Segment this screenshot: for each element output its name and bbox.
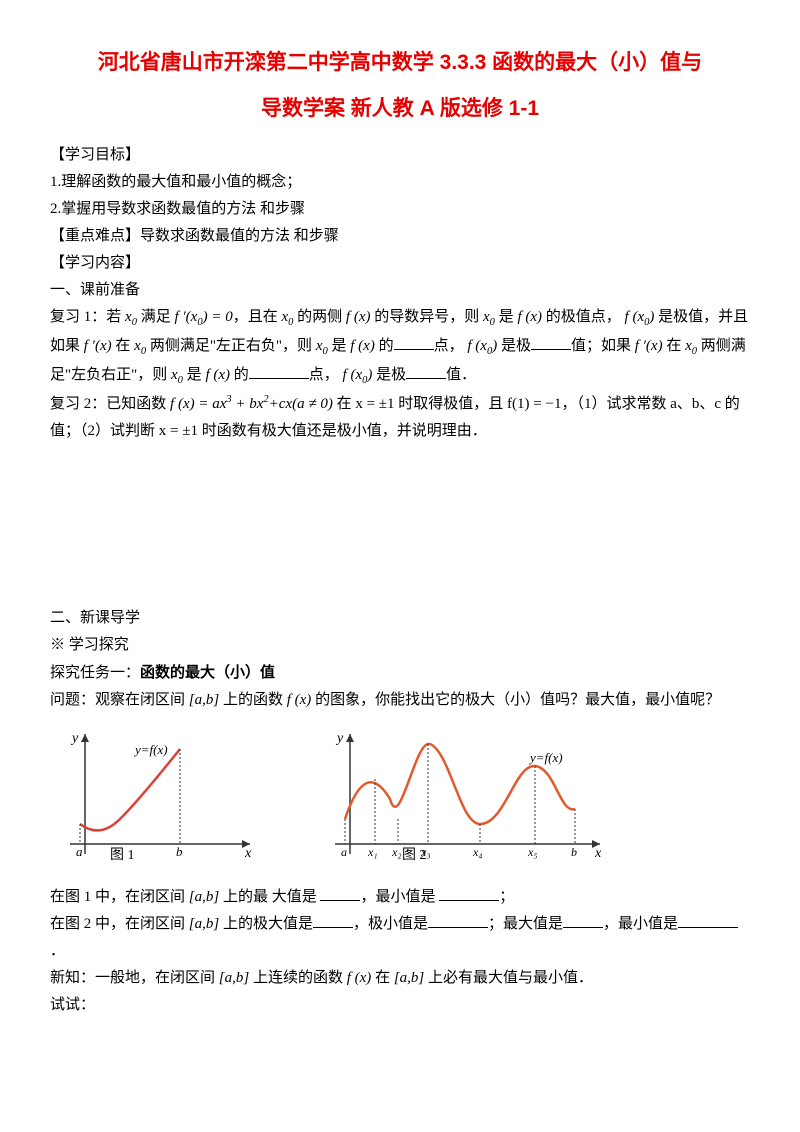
blank: [406, 363, 446, 379]
review2-label: 复习 2：: [50, 396, 106, 412]
title-line-2: 导数学案 新人教 A 版选修 1-1: [261, 97, 539, 120]
r1-t: 的导数异号，则: [370, 309, 483, 325]
g1-t: ；: [499, 889, 514, 905]
r1-t: 在: [663, 338, 686, 354]
svg-text:x: x: [244, 846, 252, 861]
q-t: 的图象，你能找出它的极大（小）值吗？最大值，最小值呢？: [311, 692, 720, 708]
svg-text:图 2: 图 2: [402, 848, 427, 863]
review-1: 复习 1：若 x0 满足 f ′(x0) = 0，且在 x0 的两侧 f (x)…: [50, 304, 750, 391]
svg-text:x₄: x₄: [472, 845, 483, 859]
new-t: 上连续的函数: [249, 970, 347, 986]
objective-2: 2.掌握用导数求函数最值的方法 和步骤: [50, 196, 750, 223]
q-t: 观察在闭区间: [95, 692, 189, 708]
svg-text:b: b: [176, 844, 183, 859]
r1-t: 点，: [309, 367, 339, 383]
review-2: 复习 2：已知函数 f (x) = ax3 + bx2+cx(a ≠ 0) 在 …: [50, 391, 750, 445]
blank: [249, 363, 309, 379]
new-t: 上必有最大值与最小值．: [424, 970, 593, 986]
svg-text:b: b: [571, 845, 577, 859]
r1-t: 是: [328, 338, 351, 354]
svg-text:图 1: 图 1: [110, 848, 135, 863]
r1-t: 是: [183, 367, 206, 383]
svg-text:a: a: [341, 845, 347, 859]
svg-text:a: a: [76, 844, 83, 859]
r1-t: 是极: [497, 338, 531, 354]
graph2-answer: 在图 2 中，在闭区间 [a,b] 上的极大值是，极小值是；最大值是，最小值是．: [50, 911, 750, 965]
svg-text:y=f(x): y=f(x): [528, 750, 563, 765]
review1-label: 复习 1：: [50, 309, 106, 325]
r1-t: 的: [375, 338, 394, 354]
r1-t: ，且在: [233, 309, 282, 325]
g2-t: ．: [50, 943, 65, 959]
r1-t: 值；如果: [571, 338, 635, 354]
r1-t: 的: [230, 367, 249, 383]
r1-t: 两侧满足"左正右负"，则: [146, 338, 316, 354]
workspace: [50, 445, 750, 605]
blank: [428, 912, 488, 928]
r1-t: 的两侧: [293, 309, 346, 325]
r1-t: 若: [106, 309, 125, 325]
section-2-header: 二、新课导学: [50, 605, 750, 632]
r1-t: 在: [112, 338, 135, 354]
keypoints-text: 导数求函数最值的方法 和步骤: [140, 228, 339, 244]
graph-2: y x y=f(x) a x₁ x₂ x₃ x₄ x₅ b 图 2: [320, 724, 610, 874]
graph1-answer: 在图 1 中，在闭区间 [a,b] 上的最 大值是 ，最小值是 ；: [50, 884, 750, 911]
new-knowledge: 新知：一般地，在闭区间 [a,b] 上连续的函数 f (x) 在 [a,b] 上…: [50, 965, 750, 992]
g2-t: 在图 2 中，在闭区间: [50, 916, 189, 932]
blank: [394, 334, 434, 350]
g1-t: 在图 1 中，在闭区间: [50, 889, 189, 905]
keypoints-header: 【重点难点】: [50, 228, 140, 244]
svg-text:x₁: x₁: [367, 845, 378, 859]
r1-t: 是: [495, 309, 518, 325]
svg-text:y: y: [70, 731, 79, 746]
title-line-1: 河北省唐山市开滦第二中学高中数学 3.3.3 函数的最大（小）值与: [98, 51, 702, 74]
question: 问题：观察在闭区间 [a,b] 上的函数 f (x) 的图象，你能找出它的极大（…: [50, 687, 750, 714]
g1-t: ，最小值是: [360, 889, 439, 905]
g1-t: 上的最 大值是: [219, 889, 320, 905]
r2-t: 已知函数: [106, 396, 170, 412]
r1-t: 点，: [434, 338, 464, 354]
task1-title: 函数的最大（小）值: [140, 664, 275, 681]
new-t: 一般地，在闭区间: [95, 970, 219, 986]
task1-header: 探究任务一：: [50, 665, 140, 681]
svg-text:y: y: [335, 731, 344, 746]
r1-t: 值．: [446, 367, 476, 383]
r1-t: 是极: [372, 367, 406, 383]
r1-t: 的极值点，: [542, 309, 621, 325]
try-label: 试试：: [50, 992, 750, 1019]
g2-t: ，最小值是: [603, 916, 678, 932]
objectives-header: 【学习目标】: [50, 142, 750, 169]
g2-t: ；最大值是: [488, 916, 563, 932]
new-label: 新知：: [50, 970, 95, 986]
blank: [439, 885, 499, 901]
r1-t: 满足: [137, 309, 175, 325]
svg-text:x: x: [594, 846, 602, 861]
new-t: 在: [371, 970, 394, 986]
blank: [531, 334, 571, 350]
study-header: ※ 学习探究: [50, 632, 750, 659]
blank: [563, 912, 603, 928]
objective-1: 1.理解函数的最大值和最小值的概念；: [50, 169, 750, 196]
g2-t: 上的极大值是: [219, 916, 313, 932]
g2-t: ，极小值是: [353, 916, 428, 932]
svg-text:x₂: x₂: [391, 845, 402, 859]
content-header: 【学习内容】: [50, 250, 750, 277]
blank: [678, 912, 738, 928]
blank: [320, 885, 360, 901]
graph-1: y x y=f(x) a b 图 1: [50, 724, 260, 874]
svg-text:x₅: x₅: [527, 845, 538, 859]
q-label: 问题：: [50, 692, 95, 708]
section-1-header: 一、课前准备: [50, 277, 750, 304]
blank: [313, 912, 353, 928]
q-t: 上的函数: [219, 692, 287, 708]
svg-text:y=f(x): y=f(x): [133, 742, 168, 757]
